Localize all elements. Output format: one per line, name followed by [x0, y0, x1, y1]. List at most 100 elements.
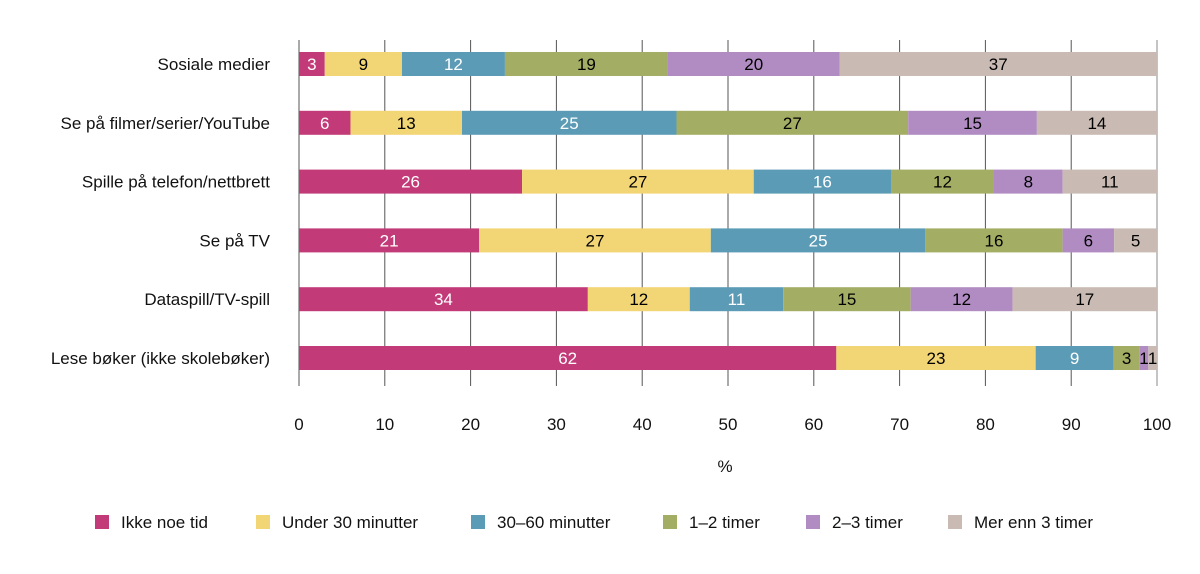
bar-segment: [783, 287, 911, 312]
bar-segment: [299, 228, 480, 253]
legend-label: Under 30 minutter: [282, 513, 418, 532]
bar-segment: [299, 287, 588, 312]
data-label: 16: [813, 173, 832, 192]
bar-segment: [676, 110, 909, 135]
x-tick-label: 50: [719, 415, 738, 434]
data-label: 1: [1139, 349, 1148, 368]
legend-label: 1–2 timer: [689, 513, 760, 532]
data-label: 20: [744, 55, 763, 74]
data-label: 6: [320, 114, 329, 133]
bar-segment: [1062, 228, 1115, 253]
data-label: 9: [1070, 349, 1079, 368]
bar-segment: [479, 228, 711, 253]
bar-segment: [839, 52, 1157, 76]
data-label: 3: [307, 55, 316, 74]
x-axis-label: %: [717, 457, 732, 476]
legend-swatch: [471, 515, 485, 529]
category-label: Dataspill/TV-spill: [144, 290, 270, 309]
data-label: 15: [963, 114, 982, 133]
x-tick-label: 30: [547, 415, 566, 434]
data-label: 14: [1087, 114, 1106, 133]
legend-label: Mer enn 3 timer: [974, 513, 1093, 532]
data-label: 23: [927, 349, 946, 368]
x-tick-label: 100: [1143, 415, 1171, 434]
bar-segment: [925, 228, 1063, 253]
bar-segment: [299, 346, 837, 370]
data-label: 15: [837, 290, 856, 309]
bar-segment: [587, 287, 690, 312]
data-label: 13: [397, 114, 416, 133]
data-label: 6: [1084, 231, 1093, 250]
bar-segment: [1062, 169, 1157, 194]
x-tick-label: 0: [294, 415, 303, 434]
bar-segment: [836, 346, 1036, 370]
bar-segment: [299, 52, 325, 76]
category-label: Se på filmer/serier/YouTube: [61, 114, 270, 133]
category-label: Spille på telefon/nettbrett: [82, 173, 270, 192]
bar-segment: [299, 169, 523, 194]
bar-segment: [710, 228, 926, 253]
bar-segment: [689, 287, 784, 312]
bar-segment: [1139, 346, 1149, 370]
data-label: 62: [558, 349, 577, 368]
x-tick-label: 70: [890, 415, 909, 434]
data-label: 16: [985, 231, 1004, 250]
bar-segment: [350, 110, 463, 135]
bar-segment: [462, 110, 677, 135]
bar-segment: [504, 52, 668, 76]
x-tick-label: 90: [1062, 415, 1081, 434]
data-label: 12: [952, 290, 971, 309]
data-label: 37: [989, 55, 1008, 74]
legend-label: 2–3 timer: [832, 513, 903, 532]
legend-swatch: [95, 515, 109, 529]
legend-swatch: [663, 515, 677, 529]
data-label: 12: [629, 290, 648, 309]
bar-segment: [1113, 346, 1140, 370]
data-label: 9: [359, 55, 368, 74]
data-label: 21: [380, 231, 399, 250]
bar-segment: [910, 287, 1013, 312]
legend-swatch: [948, 515, 962, 529]
data-label: 8: [1024, 173, 1033, 192]
bar-segment: [1114, 228, 1157, 253]
data-label: 12: [444, 55, 463, 74]
bar-segment: [667, 52, 840, 76]
category-label: Sosiale medier: [158, 55, 271, 74]
data-label: 11: [728, 290, 746, 309]
data-label: 26: [401, 173, 420, 192]
data-label: 27: [628, 173, 647, 192]
bar-segment: [993, 169, 1063, 194]
x-tick-label: 40: [633, 415, 652, 434]
bar-segment: [908, 110, 1037, 135]
legend-label: 30–60 minutter: [497, 513, 611, 532]
bar-segment: [522, 169, 754, 194]
bar-segment: [1012, 287, 1157, 312]
data-label: 17: [1075, 290, 1094, 309]
legend-label: Ikke noe tid: [121, 513, 208, 532]
data-label: 27: [783, 114, 802, 133]
bar-segment: [299, 110, 351, 135]
legend-swatch: [256, 515, 270, 529]
x-tick-label: 80: [976, 415, 995, 434]
bar-segment: [1148, 346, 1157, 370]
x-tick-label: 20: [461, 415, 480, 434]
bar-segment: [753, 169, 892, 194]
data-label: 12: [933, 173, 952, 192]
data-label: 3: [1122, 349, 1131, 368]
bar-segment: [891, 169, 994, 194]
x-tick-label: 60: [804, 415, 823, 434]
x-tick-label: 10: [375, 415, 394, 434]
data-label: 27: [586, 231, 605, 250]
data-label: 25: [809, 231, 828, 250]
bar-segment: [324, 52, 402, 76]
data-label: 5: [1131, 231, 1140, 250]
data-label: 11: [1101, 173, 1119, 192]
data-label: 1: [1148, 349, 1157, 368]
bar-segment: [1036, 110, 1157, 135]
bar-segment: [1035, 346, 1114, 370]
data-label: 34: [434, 290, 453, 309]
data-label: 19: [577, 55, 596, 74]
category-label: Lese bøker (ikke skolebøker): [51, 349, 270, 368]
category-label: Se på TV: [199, 231, 270, 250]
